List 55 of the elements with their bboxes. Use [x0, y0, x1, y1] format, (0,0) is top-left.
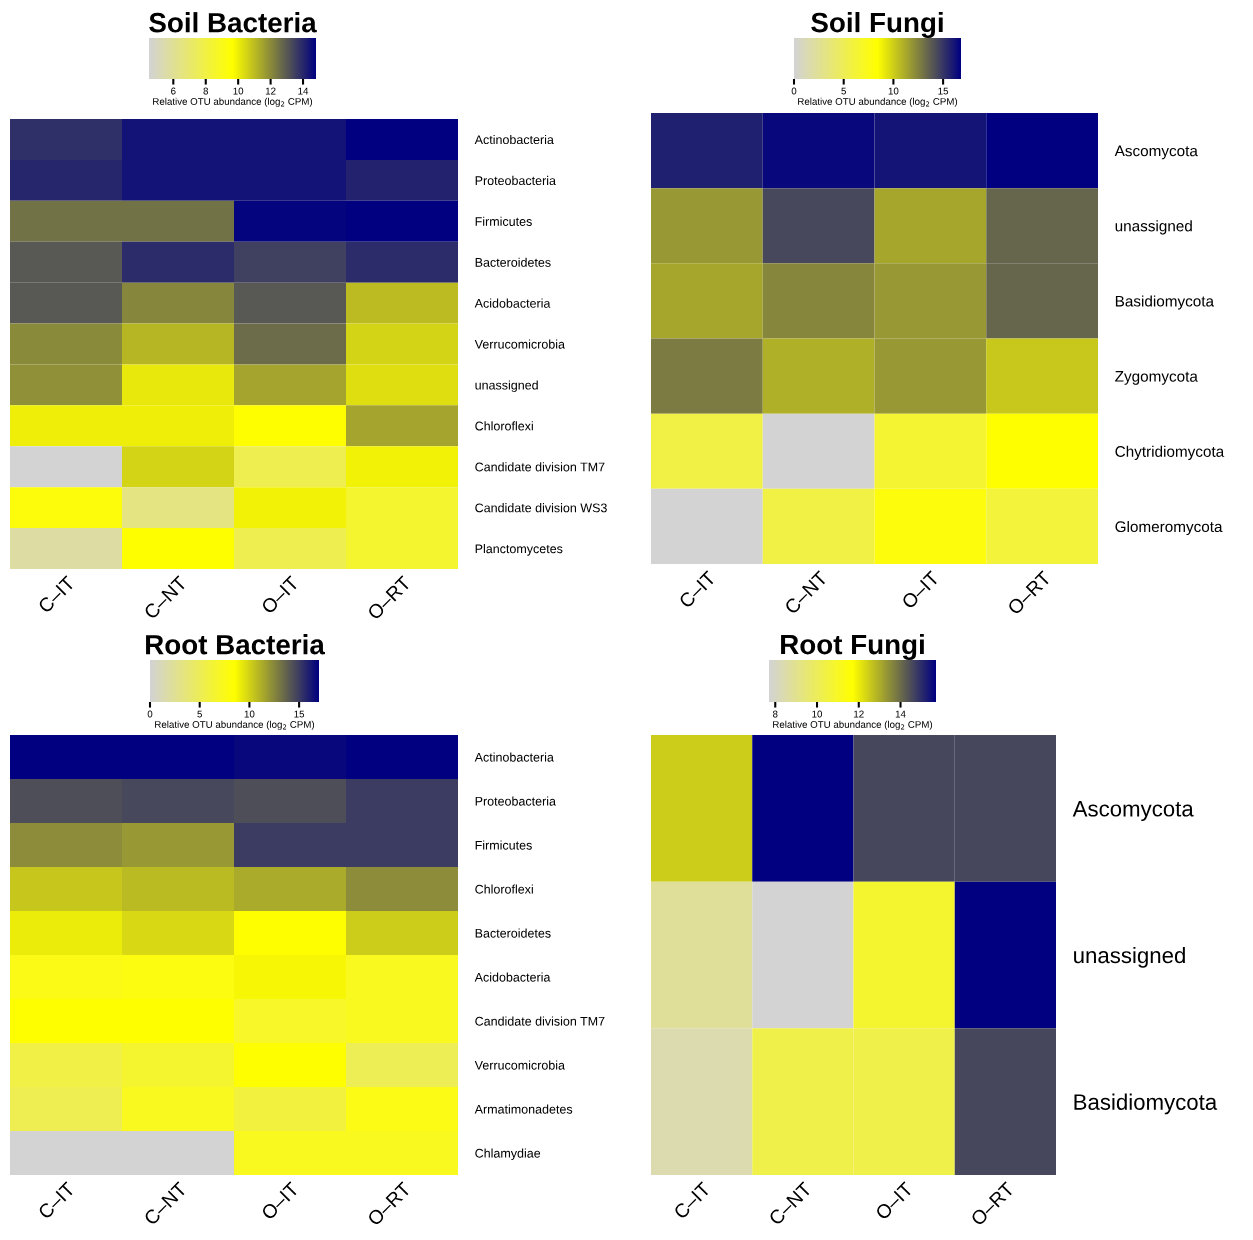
chart-title: Root Fungi: [781, 633, 924, 660]
y-tick-label: Zygomycota: [1115, 371, 1198, 385]
y-tick-label: Candidate division TM7: [475, 1016, 605, 1026]
y-tick-label: Glomeromycota: [1115, 520, 1223, 536]
color-bar-label: 8: [203, 87, 209, 95]
color-bar-label: 10: [244, 710, 255, 718]
color-bar-label: 14: [895, 710, 906, 718]
chart-title: Soil Fungi: [811, 11, 943, 38]
color-bar-label: 8: [772, 710, 778, 718]
y-tick-label: Acidobacteria: [474, 972, 551, 982]
color-bar-label: 0: [791, 87, 797, 95]
color-bar-label: 12: [265, 87, 276, 95]
color-bar-title: Relative OTU abundance (log$_{2}$ CPM): [153, 97, 313, 107]
y-tick-label: Verrucomicrobia: [474, 339, 565, 349]
color-bar-label: 15: [938, 87, 949, 95]
y-tick-label: Ascomycota: [1072, 801, 1194, 821]
y-tick-label: Firmicutes: [475, 216, 532, 226]
y-tick-label: Basidiomycota: [1074, 1093, 1218, 1115]
chart-title: Soil Bacteria: [149, 12, 317, 33]
color-bar-label: 15: [294, 710, 305, 718]
y-tick-label: unassigned: [1115, 220, 1192, 235]
color-bar-label: 0: [147, 710, 153, 718]
color-bar-label: 12: [854, 710, 864, 718]
y-tick-label: Proteobacteria: [475, 175, 556, 186]
y-tick-label: Basidiomycota: [1115, 295, 1215, 310]
y-tick-label: Actinobacteria: [474, 134, 554, 145]
color-bar-label: 10: [888, 87, 899, 95]
color-bar-label: 10: [812, 710, 823, 718]
y-tick-label: Firmicutes: [475, 840, 532, 850]
color-bar-title: Relative OTU abundance (log$_{2}$ CPM): [155, 720, 315, 730]
color-bar-title: Relative OTU abundance (log$_{2}$ CPM): [798, 97, 958, 107]
y-tick-label: Verrucomicrobia: [474, 1060, 565, 1070]
color-bar-label: 14: [298, 87, 309, 95]
chart-title: Root Bacteria: [146, 634, 325, 655]
y-tick-label: Planctomycetes: [475, 544, 563, 556]
y-tick-label: unassigned: [1074, 946, 1185, 968]
y-tick-label: Armatimonadetes: [474, 1104, 573, 1114]
y-tick-label: unassigned: [475, 380, 538, 393]
color-bar-label: 5: [197, 710, 202, 718]
y-tick-label: Ascomycota: [1114, 145, 1198, 160]
y-tick-label: Candidate division TM7: [475, 462, 605, 472]
y-tick-label: Candidate division WS3: [475, 503, 607, 513]
y-tick-label: Chloroflexi: [475, 884, 533, 894]
y-tick-label: Chlamydiae: [475, 1148, 541, 1161]
y-tick-label: Acidobacteria: [474, 298, 551, 308]
color-bar-label: 10: [233, 87, 244, 95]
y-tick-label: Proteobacteria: [475, 796, 556, 806]
y-tick-label: Actinobacteria: [474, 752, 554, 762]
color-bar-title: Relative OTU abundance (log$_{2}$ CPM): [773, 720, 933, 730]
y-tick-label: Chloroflexi: [475, 421, 533, 431]
y-tick-label: Bacteroidetes: [475, 257, 551, 267]
color-bar-label: 6: [171, 87, 176, 95]
color-bar-label: 5: [841, 87, 846, 95]
y-tick-label: Bacteroidetes: [475, 928, 551, 938]
y-tick-label: Chytridiomycota: [1115, 445, 1225, 460]
